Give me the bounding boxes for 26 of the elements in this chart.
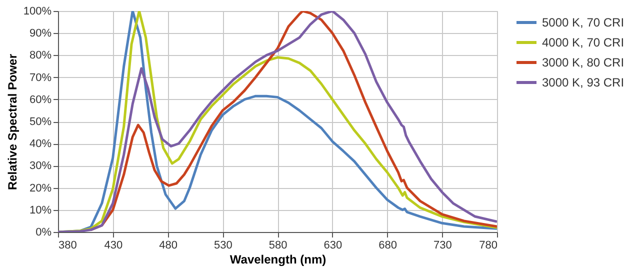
y-tick-label: 80% xyxy=(29,50,52,62)
y-tick-label: 30% xyxy=(29,160,52,172)
x-tick-label: 430 xyxy=(104,240,123,252)
y-tick-label: 10% xyxy=(29,204,52,216)
x-tick-label: 530 xyxy=(214,240,232,252)
x-axis-title: Wavelength (nm) xyxy=(230,252,326,266)
y-tick-label: 100% xyxy=(23,6,52,18)
y-tick-label: 0% xyxy=(36,226,52,238)
x-tick-label: 780 xyxy=(479,240,498,252)
y-tick-label: 70% xyxy=(29,72,52,84)
x-tick-label: 480 xyxy=(159,240,178,252)
x-tick-label: 580 xyxy=(268,240,288,252)
legend-label: 4000 K, 70 CRI xyxy=(542,36,624,50)
y-tick-label: 40% xyxy=(29,138,52,150)
x-tick-label: 380 xyxy=(58,240,77,252)
legend-label: 3000 K, 80 CRI xyxy=(542,56,624,70)
legend-label: 3000 K, 93 CRI xyxy=(542,76,624,90)
y-tick-label: 60% xyxy=(29,94,52,106)
x-tick-label: 730 xyxy=(433,240,452,252)
y-tick-label: 50% xyxy=(29,116,52,128)
x-tick-label: 630 xyxy=(324,240,342,252)
y-tick-label: 20% xyxy=(29,182,52,194)
y-tick-label: 90% xyxy=(29,28,52,40)
legend-label: 5000 K, 70 CRI xyxy=(542,16,624,30)
y-axis-title: Relative Spectral Power xyxy=(5,54,20,190)
x-tick-label: 680 xyxy=(378,240,397,252)
